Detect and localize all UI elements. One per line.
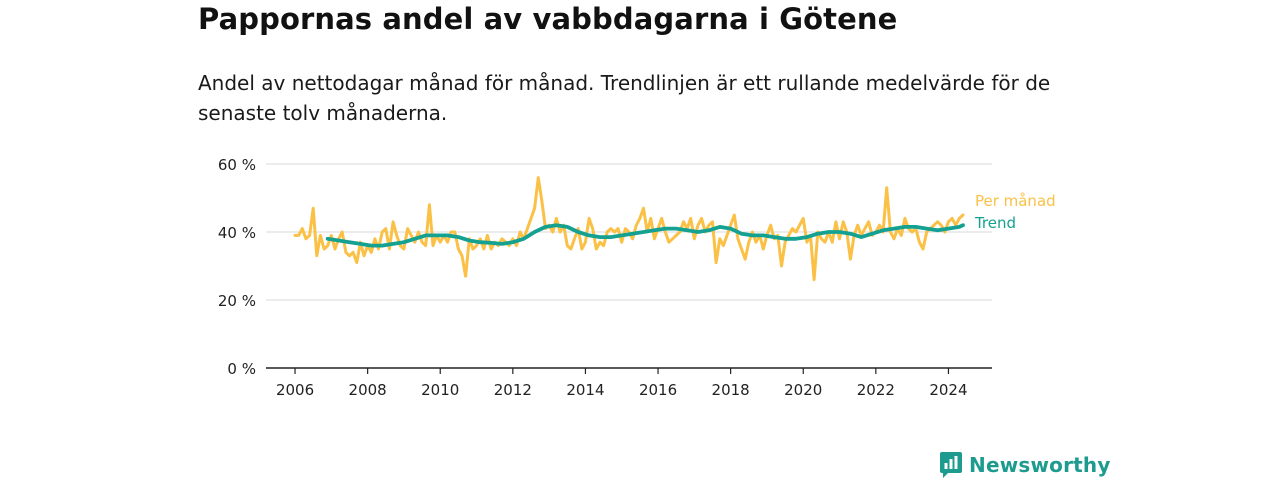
line-chart: 0 % 20 % 40 % 60 % 2006 2008 2010 2012 2014 2016… [218,156,1056,399]
x-tick-label: 2020 [784,381,822,399]
series-label-trend: Trend [974,214,1016,232]
x-tick-label: 2022 [857,381,895,399]
series-end-labels: Per månad Trend [974,192,1056,232]
x-tick-label: 2018 [712,381,750,399]
brand-name: Newsworthy [969,453,1111,477]
y-axis-tick-labels: 0 % 20 % 40 % 60 % [218,156,256,378]
chart-subtitle: Andel av nettodagar månad för månad. Tre… [198,71,1051,125]
x-tick-label: 2014 [566,381,604,399]
x-tick-label: 2016 [639,381,677,399]
y-tick-label: 40 % [218,224,256,242]
newsworthy-logo-icon [940,452,962,478]
x-tick-label: 2006 [276,381,314,399]
series-line-monthly [293,176,965,282]
brand: Newsworthy [940,452,1111,478]
x-tick-label: 2024 [929,381,967,399]
x-tick-label: 2008 [349,381,387,399]
x-axis: 2006 2008 2010 2012 2014 2016 2018 2020 2022 2024 [266,367,992,399]
series-lines [293,176,965,282]
chart-title: Pappornas andel av vabbdagarna i Götene [198,2,898,36]
y-tick-label: 20 % [218,292,256,310]
x-tick-label: 2012 [494,381,532,399]
series-label-monthly: Per månad [975,192,1056,210]
y-tick-label: 0 % [227,360,256,378]
series-line-trend [325,223,965,248]
y-tick-label: 60 % [218,156,256,174]
x-tick-label: 2010 [421,381,459,399]
